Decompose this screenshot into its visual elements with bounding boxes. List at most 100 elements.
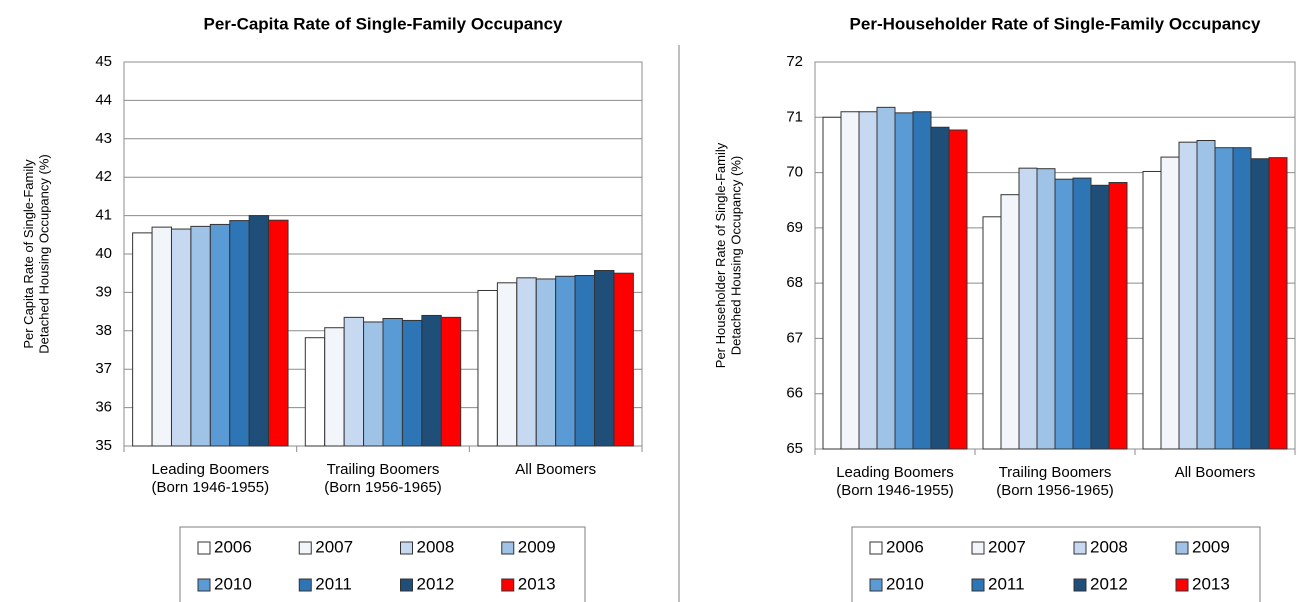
chart-title: Per-Householder Rate of Single-Family Oc… <box>850 14 1261 33</box>
x-tick-label: All Boomers <box>515 461 596 478</box>
y-tick-label: 70 <box>786 164 803 181</box>
legend-label: 2006 <box>214 537 252 556</box>
y-axis-label: Per Capita Rate of Single-FamilyDetached… <box>21 154 52 353</box>
legend-swatch <box>971 541 985 555</box>
x-tick-label: Trailing Boomers (Born 1956-1965) <box>324 461 442 496</box>
bar <box>229 220 250 447</box>
y-tick-label: 72 <box>786 53 803 70</box>
bar <box>477 289 498 447</box>
legend-label: 2010 <box>886 574 924 593</box>
bar <box>248 215 270 447</box>
y-tick-label: 45 <box>95 53 112 70</box>
y-tick-label: 39 <box>95 283 112 300</box>
bar <box>496 282 518 447</box>
bar <box>151 226 172 447</box>
y-tick-label: 43 <box>95 130 112 147</box>
bar <box>1000 194 1020 450</box>
legend-label: 2007 <box>988 537 1026 556</box>
y-axis-label: Per Householder Rate of Single-FamilyDet… <box>713 142 744 368</box>
legend-label: 2011 <box>988 574 1025 593</box>
legend-label: 2013 <box>518 574 556 593</box>
bar <box>1250 158 1270 450</box>
legend-label: 2011 <box>315 574 352 593</box>
y-tick-label: 71 <box>786 108 803 125</box>
legend-label: 2012 <box>417 574 455 593</box>
y-tick-label: 66 <box>786 385 803 402</box>
bar <box>343 316 365 447</box>
bar <box>1160 156 1180 450</box>
legend-label: 2007 <box>315 537 353 556</box>
bar <box>268 219 289 447</box>
bar <box>401 319 423 447</box>
bar <box>1054 178 1074 450</box>
legend-swatch <box>197 578 211 592</box>
legend-label: 2006 <box>886 537 924 556</box>
x-tick-label: Leading Boomers (Born 1946-1955) <box>152 461 270 496</box>
bar <box>840 111 860 450</box>
bar <box>876 106 896 450</box>
x-tick-label: Leading Boomers (Born 1946-1955) <box>836 464 954 499</box>
bar <box>1142 170 1162 450</box>
legend-label: 2008 <box>1090 537 1128 556</box>
bar <box>363 321 384 447</box>
bar <box>858 111 878 450</box>
bar <box>190 225 211 447</box>
y-tick-label: 40 <box>95 245 112 262</box>
legend-swatch <box>869 578 883 592</box>
y-tick-label: 36 <box>95 399 112 416</box>
legend-swatch <box>1175 578 1189 592</box>
bar <box>516 277 537 447</box>
legend-swatch <box>501 578 515 592</box>
bar <box>930 126 950 450</box>
x-tick-label: All Boomers <box>1175 464 1256 481</box>
legend-swatch <box>971 578 985 592</box>
y-tick-label: 42 <box>95 168 112 185</box>
x-tick-label: Trailing Boomers (Born 1956-1965) <box>996 464 1114 499</box>
y-tick-label: 44 <box>95 91 112 108</box>
bar <box>822 116 842 450</box>
bar <box>170 228 192 447</box>
legend-swatch <box>1073 578 1087 592</box>
y-tick-label: 68 <box>786 274 803 291</box>
legend-swatch <box>1073 541 1087 555</box>
y-tick-label: 35 <box>95 437 112 454</box>
legend-swatch <box>400 541 413 555</box>
bar <box>1090 184 1110 450</box>
y-tick-label: 65 <box>786 440 803 457</box>
legend-swatch <box>298 578 312 592</box>
bar <box>574 275 596 447</box>
legend-swatch <box>400 578 413 592</box>
bar <box>594 270 615 447</box>
bar <box>894 112 914 450</box>
chart-title: Per-Capita Rate of Single-Family Occupan… <box>204 14 564 33</box>
bar <box>555 275 576 447</box>
legend-label: 2010 <box>214 574 252 593</box>
legend-box <box>179 526 586 602</box>
y-tick-label: 37 <box>95 360 112 377</box>
bar <box>324 327 345 447</box>
bar <box>982 216 1002 450</box>
bar <box>382 318 403 447</box>
legend-swatch <box>501 541 515 555</box>
legend-swatch <box>1175 541 1189 555</box>
legend-swatch <box>298 541 312 555</box>
bar <box>535 278 557 447</box>
bar <box>1178 141 1198 450</box>
y-tick-label: 41 <box>95 207 112 224</box>
y-tick-label: 67 <box>786 329 803 346</box>
bar <box>948 129 968 450</box>
bar <box>1018 167 1038 450</box>
bar <box>1072 177 1092 450</box>
legend-label: 2009 <box>518 537 556 556</box>
legend-label: 2008 <box>417 537 455 556</box>
legend-label: 2012 <box>1090 574 1128 593</box>
legend-swatch <box>869 541 883 555</box>
bar <box>912 111 932 450</box>
bar <box>1196 140 1216 450</box>
bar <box>1232 147 1252 450</box>
legend-swatch <box>197 541 211 555</box>
y-tick-label: 38 <box>95 322 112 339</box>
bar <box>1214 147 1234 450</box>
bar <box>1268 157 1288 450</box>
